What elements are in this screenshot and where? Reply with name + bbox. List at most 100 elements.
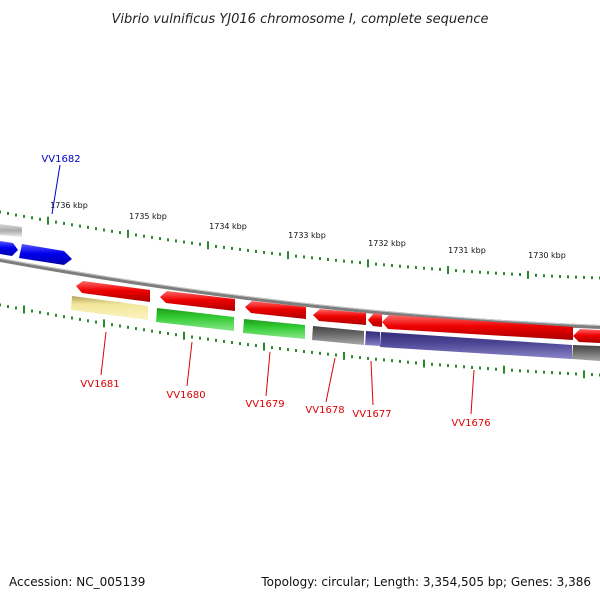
cds-feature[interactable] bbox=[19, 244, 72, 265]
accession-text: Accession: NC_005139 bbox=[9, 575, 145, 589]
gene-label-vv1680[interactable]: VV1680 bbox=[166, 390, 205, 401]
ruler-minor-tick bbox=[511, 272, 513, 276]
ruler-major-tick bbox=[263, 342, 265, 351]
ruler-minor-tick bbox=[15, 213, 17, 217]
ruler-minor-tick bbox=[167, 238, 169, 242]
ruler-minor-tick bbox=[511, 368, 513, 372]
ruler-minor-tick bbox=[431, 362, 433, 366]
ruler-minor-tick bbox=[263, 250, 265, 254]
ruler-minor-tick bbox=[143, 328, 145, 332]
ruler-minor-tick bbox=[359, 356, 361, 360]
cog-feature[interactable] bbox=[572, 345, 600, 361]
cds-feature[interactable] bbox=[368, 313, 382, 327]
ruler-minor-tick bbox=[271, 346, 273, 350]
cds-feature[interactable] bbox=[160, 291, 235, 311]
ruler-minor-tick bbox=[247, 248, 249, 252]
cog-feature[interactable] bbox=[365, 331, 380, 346]
ruler-minor-tick bbox=[271, 251, 273, 255]
ruler-minor-tick bbox=[159, 330, 161, 334]
ruler-minor-tick bbox=[495, 367, 497, 371]
ruler-minor-tick bbox=[55, 313, 57, 317]
ruler-major-tick bbox=[583, 370, 585, 379]
ruler-minor-tick bbox=[527, 369, 529, 373]
ruler-minor-tick bbox=[303, 350, 305, 353]
ruler-minor-tick bbox=[543, 370, 545, 374]
ruler-major-tick bbox=[127, 229, 129, 238]
ruler-tick-label: 1735 kbp bbox=[129, 212, 167, 221]
cds-feature[interactable] bbox=[0, 241, 18, 256]
cog-feature[interactable] bbox=[71, 296, 148, 320]
ruler-minor-tick bbox=[175, 333, 177, 337]
ruler-minor-tick bbox=[535, 370, 537, 374]
ruler-minor-tick bbox=[159, 237, 161, 241]
ruler-minor-tick bbox=[591, 373, 593, 377]
ruler-minor-tick bbox=[463, 365, 465, 369]
ruler-labels: 1736 kbp 1735 kbp 1734 kbp 1733 kbp 1732… bbox=[50, 201, 566, 260]
ruler-minor-tick bbox=[295, 349, 297, 352]
ruler-minor-tick bbox=[95, 227, 97, 231]
gene-label-vv1682[interactable]: VV1682 bbox=[41, 154, 80, 165]
ruler-minor-tick bbox=[215, 338, 217, 342]
ruler-minor-tick bbox=[295, 254, 297, 258]
ruler-minor-tick bbox=[7, 305, 9, 308]
ruler-minor-tick bbox=[223, 245, 225, 249]
ruler-minor-tick bbox=[87, 319, 89, 323]
ruler-minor-tick bbox=[319, 257, 321, 261]
ruler-tick-label: 1733 kbp bbox=[288, 231, 326, 240]
ruler-minor-tick bbox=[439, 267, 441, 271]
ruler-major-tick bbox=[183, 331, 185, 340]
ruler-minor-tick bbox=[351, 260, 353, 264]
gene-label-vv1678[interactable]: VV1678 bbox=[305, 405, 344, 416]
ruler-minor-tick bbox=[543, 274, 545, 278]
ruler-major-tick bbox=[207, 241, 209, 250]
cds-feature[interactable] bbox=[313, 309, 366, 325]
inner-tick-track bbox=[0, 303, 600, 379]
ruler-minor-tick bbox=[0, 303, 1, 307]
ruler-minor-tick bbox=[79, 317, 81, 321]
cds-feature[interactable] bbox=[76, 281, 150, 302]
ruler-minor-tick bbox=[551, 371, 553, 375]
ruler-minor-tick bbox=[255, 249, 257, 253]
ruler-minor-tick bbox=[439, 363, 441, 367]
cog-feature[interactable] bbox=[156, 308, 234, 331]
ruler-major-tick bbox=[367, 259, 369, 268]
cds-feature[interactable] bbox=[0, 224, 22, 237]
ruler-minor-tick bbox=[551, 274, 553, 278]
cds-feature[interactable] bbox=[245, 301, 306, 319]
cds-feature[interactable] bbox=[573, 329, 600, 343]
ruler-minor-tick bbox=[559, 371, 561, 375]
cog-feature[interactable] bbox=[243, 319, 305, 339]
ruler-track bbox=[0, 210, 600, 280]
ruler-minor-tick bbox=[399, 264, 401, 268]
ruler-major-tick bbox=[527, 270, 529, 279]
gene-label-vv1679[interactable]: VV1679 bbox=[245, 399, 284, 410]
ruler-minor-tick bbox=[375, 262, 377, 266]
ruler-minor-tick bbox=[583, 275, 585, 279]
ruler-minor-tick bbox=[151, 235, 153, 239]
ruler-minor-tick bbox=[15, 306, 17, 310]
cog-feature[interactable] bbox=[380, 332, 572, 359]
ruler-minor-tick bbox=[319, 351, 321, 355]
ruler-minor-tick bbox=[455, 364, 457, 368]
ruler-minor-tick bbox=[223, 339, 225, 343]
ruler-minor-tick bbox=[487, 367, 489, 371]
gene-label-vv1676[interactable]: VV1676 bbox=[451, 418, 490, 429]
ruler-minor-tick bbox=[591, 276, 593, 280]
ruler-minor-tick bbox=[519, 273, 521, 276]
ruler-minor-tick bbox=[63, 315, 65, 319]
ruler-minor-tick bbox=[191, 335, 193, 339]
cds-feature[interactable] bbox=[382, 315, 573, 340]
ruler-minor-tick bbox=[95, 320, 97, 324]
gene-label-vv1677[interactable]: VV1677 bbox=[352, 409, 391, 420]
ruler-minor-tick bbox=[207, 337, 209, 341]
ruler-minor-tick bbox=[479, 366, 481, 370]
ruler-minor-tick bbox=[0, 210, 1, 214]
ruler-tick-label: 1736 kbp bbox=[50, 201, 88, 210]
ruler-minor-tick bbox=[575, 372, 577, 376]
cog-feature[interactable] bbox=[312, 326, 364, 345]
ruler-minor-tick bbox=[39, 217, 41, 221]
gene-label-vv1681[interactable]: VV1681 bbox=[80, 379, 119, 390]
ruler-major-tick bbox=[503, 365, 505, 374]
ruler-minor-tick bbox=[407, 360, 409, 364]
ruler-minor-tick bbox=[199, 336, 201, 340]
